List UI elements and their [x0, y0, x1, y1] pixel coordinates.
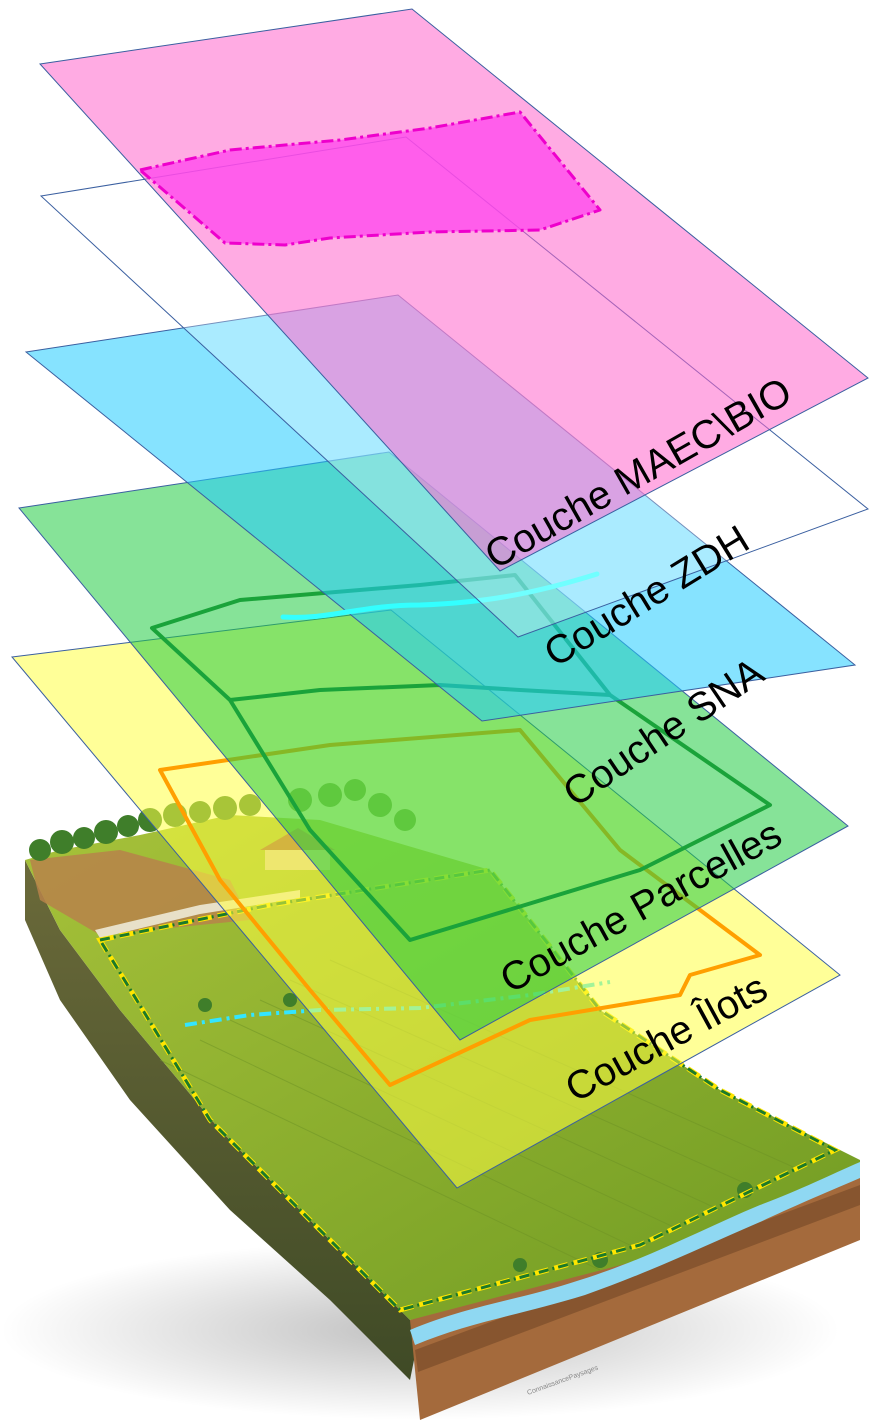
- layer-maec-bio: Couche MAEC\BIO: [39, 8, 869, 578]
- sna-line: [280, 571, 600, 620]
- terrain-front-stripe: [415, 1185, 860, 1372]
- river: [410, 1162, 860, 1345]
- terrain-left-face: [25, 860, 420, 1380]
- maec-bio-zone: [138, 110, 602, 247]
